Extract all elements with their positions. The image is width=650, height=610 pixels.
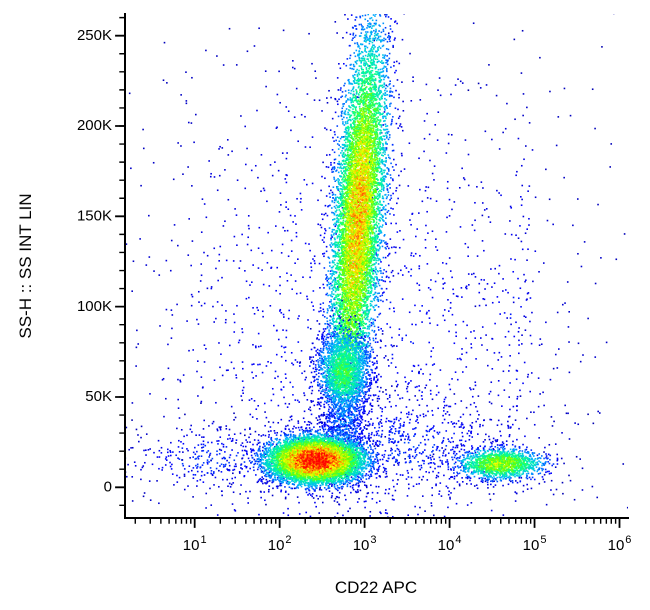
x-axis-label: CD22 APC	[334, 578, 418, 597]
y-axis-label: SS-H :: SS INT LIN	[16, 193, 35, 339]
